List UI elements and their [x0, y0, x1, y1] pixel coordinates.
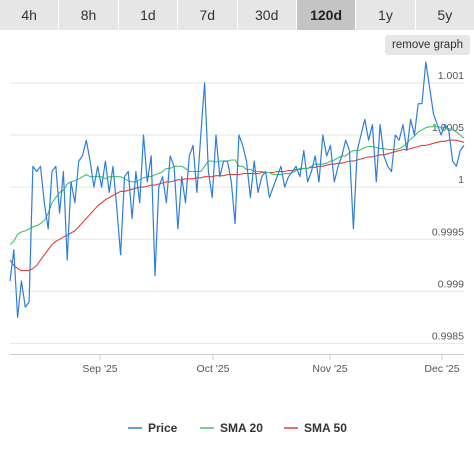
y-tick-label: 0.9985 [432, 331, 464, 343]
y-tick-label: 0.9995 [432, 226, 464, 238]
remove-graph-button[interactable]: remove graph [385, 35, 470, 55]
price-line [9, 61, 465, 319]
x-tick-label: Dec '25 [424, 363, 459, 375]
x-tick-label: Nov '25 [312, 363, 347, 375]
legend-sma-50-label: SMA 50 [304, 421, 347, 435]
x-tick-label: Oct '25 [197, 363, 230, 375]
tab-120d[interactable]: 120d [296, 0, 357, 30]
legend-sma-20-label: SMA 20 [220, 421, 263, 435]
sma-50-line [9, 139, 465, 272]
tab-5y[interactable]: 5y [415, 0, 474, 30]
timeframe-tabs: 4h 8h 1d 7d 30d 120d 1y 5y [0, 0, 474, 30]
x-tick-label: Sep '25 [82, 363, 117, 375]
tab-4h[interactable]: 4h [0, 0, 60, 30]
y-tick-label: 0.999 [438, 278, 464, 290]
y-tick-label: 1 [458, 174, 464, 186]
tab-1y[interactable]: 1y [356, 0, 416, 30]
tab-1d[interactable]: 1d [118, 0, 179, 30]
tab-8h[interactable]: 8h [59, 0, 119, 30]
y-tick-label: 1.001 [438, 70, 464, 82]
legend-price-label: Price [148, 421, 178, 435]
sma-20-line [9, 126, 465, 245]
tab-7d[interactable]: 7d [178, 0, 238, 30]
tab-30d[interactable]: 30d [237, 0, 297, 30]
